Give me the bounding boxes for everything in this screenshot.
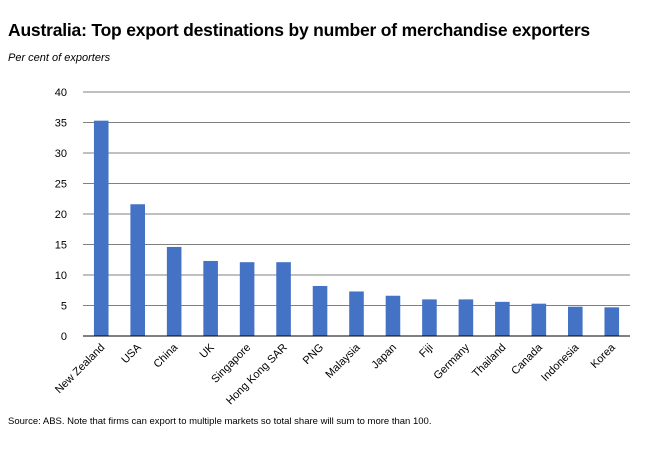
x-category-label: Canada	[509, 341, 545, 377]
x-category-label: Japan	[369, 342, 399, 372]
y-tick-label: 25	[55, 179, 67, 191]
bar-japan	[385, 295, 401, 336]
source-note: Source: ABS. Note that firms can export …	[8, 416, 432, 427]
chart-title: Australia: Top export destinations by nu…	[8, 20, 590, 40]
x-category-label: Indonesia	[539, 341, 582, 384]
y-tick-label: 35	[55, 118, 67, 130]
x-category-label: USA	[119, 341, 144, 366]
y-axis-ticks: 0 5 10 15 20 25 30 35 40	[55, 87, 67, 343]
bar-indonesia	[568, 306, 583, 336]
bar-usa	[130, 204, 145, 336]
x-category-label: Germany	[432, 341, 473, 382]
bar-korea	[604, 307, 620, 336]
y-axis-unit-label: Per cent of exporters	[8, 52, 111, 64]
x-category-label: Malaysia	[323, 341, 363, 381]
x-category-label: New Zealand	[53, 342, 107, 396]
bar-china	[166, 246, 182, 336]
x-category-label: Fiji	[417, 342, 435, 360]
bar-new-zealand	[93, 120, 109, 336]
gridlines	[83, 91, 630, 306]
y-tick-label: 30	[55, 148, 67, 160]
x-category-label: Korea	[589, 341, 619, 371]
y-tick-label: 15	[55, 240, 67, 252]
bars	[93, 120, 620, 336]
x-category-label: Thailand	[470, 342, 508, 380]
y-tick-label: 20	[55, 209, 67, 221]
x-category-label: PNG	[301, 342, 326, 367]
bar-hong-kong-sar	[276, 262, 291, 336]
y-tick-label: 40	[55, 87, 67, 99]
x-category-label: China	[151, 341, 180, 370]
y-tick-label: 10	[55, 270, 67, 282]
bar-uk	[203, 260, 218, 336]
bar-canada	[531, 303, 547, 336]
bar-germany	[458, 299, 474, 336]
bar-png	[312, 285, 328, 336]
y-tick-label: 0	[61, 331, 67, 343]
bar-singapore	[239, 262, 255, 336]
bar-malaysia	[349, 291, 364, 336]
bar-thailand	[495, 301, 510, 336]
x-category-label: UK	[197, 341, 217, 361]
bar-fiji	[422, 299, 437, 336]
y-tick-label: 5	[61, 301, 67, 313]
